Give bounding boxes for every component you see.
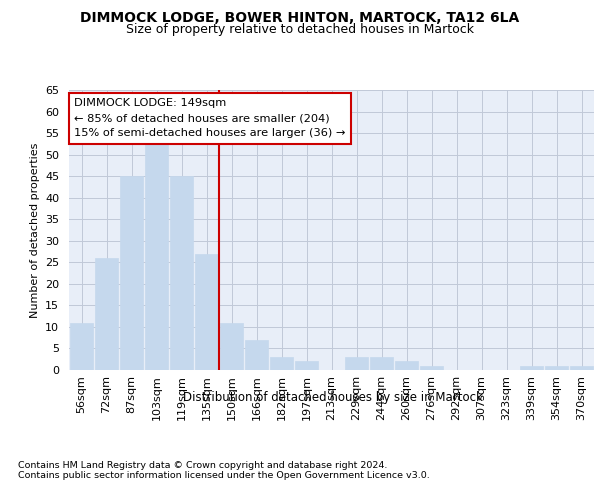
Bar bbox=[345, 357, 368, 370]
Bar bbox=[245, 340, 268, 370]
Text: Distribution of detached houses by size in Martock: Distribution of detached houses by size … bbox=[183, 391, 483, 404]
Text: Contains public sector information licensed under the Open Government Licence v3: Contains public sector information licen… bbox=[18, 472, 430, 480]
Bar bbox=[370, 357, 393, 370]
Text: Contains HM Land Registry data © Crown copyright and database right 2024.: Contains HM Land Registry data © Crown c… bbox=[18, 460, 388, 469]
Bar bbox=[545, 366, 568, 370]
Bar bbox=[220, 322, 243, 370]
Text: DIMMOCK LODGE: 149sqm
← 85% of detached houses are smaller (204)
15% of semi-det: DIMMOCK LODGE: 149sqm ← 85% of detached … bbox=[74, 98, 346, 138]
Bar bbox=[570, 366, 593, 370]
Bar bbox=[170, 176, 193, 370]
Bar bbox=[145, 138, 168, 370]
Bar bbox=[295, 362, 318, 370]
Y-axis label: Number of detached properties: Number of detached properties bbox=[29, 142, 40, 318]
Bar bbox=[70, 322, 93, 370]
Bar bbox=[395, 362, 418, 370]
Bar bbox=[120, 176, 143, 370]
Bar bbox=[195, 254, 218, 370]
Bar bbox=[95, 258, 118, 370]
Bar bbox=[270, 357, 293, 370]
Bar bbox=[520, 366, 543, 370]
Text: Size of property relative to detached houses in Martock: Size of property relative to detached ho… bbox=[126, 24, 474, 36]
Text: DIMMOCK LODGE, BOWER HINTON, MARTOCK, TA12 6LA: DIMMOCK LODGE, BOWER HINTON, MARTOCK, TA… bbox=[80, 10, 520, 24]
Bar bbox=[420, 366, 443, 370]
